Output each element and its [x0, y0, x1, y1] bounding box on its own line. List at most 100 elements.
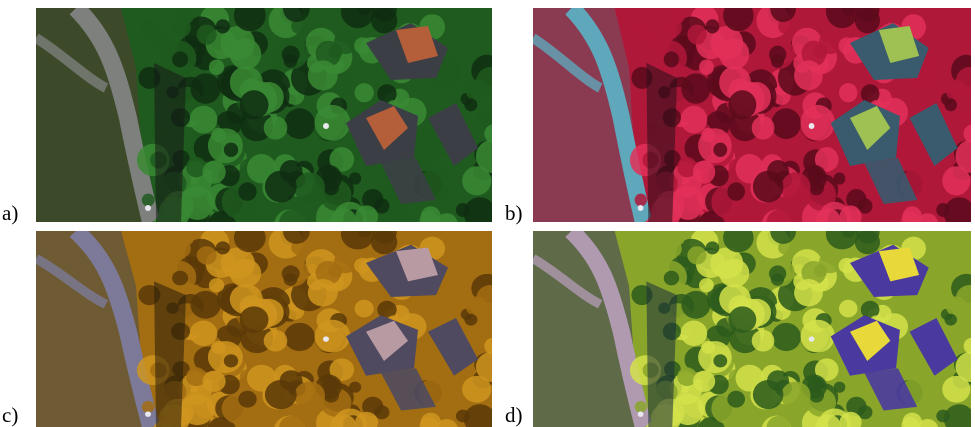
- tree-crown: [781, 381, 811, 410]
- tree-crown: [692, 370, 716, 392]
- vehicle: [323, 123, 329, 129]
- vehicle: [808, 336, 815, 342]
- tree-crown: [357, 231, 372, 238]
- tree-crown: [177, 231, 194, 246]
- tree-crown: [902, 206, 922, 222]
- tree-crown: [833, 381, 846, 393]
- tree-crown: [857, 405, 873, 420]
- tree-crown: [860, 84, 880, 104]
- panel-label-a: a): [2, 201, 19, 225]
- tree-crown: [663, 51, 680, 68]
- tree-crown: [944, 98, 957, 112]
- tree-crown: [462, 375, 492, 403]
- tree-crown: [264, 380, 297, 410]
- tree-crown: [699, 59, 714, 75]
- annex: [864, 368, 918, 411]
- tree-crown: [839, 205, 862, 222]
- tree-crown: [856, 8, 880, 22]
- tree-crown: [190, 73, 221, 104]
- tree-crown: [770, 231, 796, 244]
- tree-crown: [279, 209, 305, 222]
- tree-crown: [770, 54, 784, 68]
- tree-crown: [330, 208, 357, 222]
- aerial-image-panel-c: [36, 231, 492, 427]
- tree-crown: [719, 258, 750, 288]
- tree-crown: [751, 116, 775, 140]
- tree-crown: [641, 29, 662, 50]
- tree-crown: [723, 231, 754, 253]
- tree-crown: [238, 390, 257, 408]
- road-light: [637, 205, 644, 211]
- road-light: [145, 411, 151, 417]
- tree-crown: [465, 296, 488, 317]
- tree-crown: [264, 170, 297, 203]
- tree-crown: [814, 147, 839, 172]
- tree-crown: [641, 250, 662, 270]
- road: [565, 231, 652, 427]
- tree-crown: [771, 108, 801, 140]
- tree-crown: [215, 241, 230, 255]
- annex: [381, 158, 436, 204]
- aerial-image-d: [533, 231, 971, 427]
- tree-crown: [778, 18, 794, 34]
- tree-crown: [349, 381, 362, 393]
- tree-crown: [420, 206, 441, 222]
- tree-crown: [323, 179, 340, 196]
- tree-crown: [484, 124, 492, 143]
- tree-crown: [814, 358, 839, 381]
- road: [69, 231, 160, 427]
- tree-crown: [894, 342, 927, 373]
- tree-crown: [800, 319, 835, 353]
- tree-crown: [263, 329, 288, 352]
- tree-crown: [963, 337, 971, 355]
- tree-crown: [719, 38, 750, 70]
- tree-crown: [283, 8, 310, 22]
- tree-crown: [283, 54, 298, 68]
- tree-crown: [751, 329, 775, 352]
- tree-crown: [229, 38, 262, 70]
- tree-crown: [148, 250, 170, 270]
- tree-crown: [215, 19, 230, 34]
- tree-crown: [963, 124, 971, 143]
- tree-crown: [463, 404, 492, 427]
- tree-crown: [687, 24, 707, 45]
- aerial-image-a: [36, 8, 492, 222]
- tree-crown: [475, 139, 492, 173]
- tree-crown: [770, 8, 796, 22]
- road-light: [637, 411, 644, 417]
- tree-crown: [172, 270, 189, 286]
- tree-crown: [140, 241, 156, 255]
- tree-crown: [633, 241, 648, 255]
- tree-crown: [284, 108, 315, 140]
- tree-crown: [464, 98, 478, 112]
- tree-crown: [839, 299, 858, 318]
- tree-crown: [233, 8, 266, 32]
- tree-crown: [265, 354, 281, 369]
- tree-crown: [753, 143, 768, 158]
- tree-crown: [669, 8, 685, 25]
- tree-crown: [239, 306, 269, 333]
- tree-crown: [196, 246, 217, 265]
- tree-crown: [815, 414, 841, 427]
- tree-crown: [680, 320, 708, 346]
- tree-crown: [374, 405, 390, 420]
- garage: [428, 103, 478, 166]
- roof-south: [849, 106, 891, 150]
- tree-crown: [186, 367, 207, 387]
- garage: [909, 318, 958, 376]
- tree-crown: [705, 19, 720, 34]
- tree-crown: [294, 172, 325, 204]
- tree-crown: [476, 324, 492, 340]
- tree-crown: [813, 44, 828, 59]
- panel-label-b: b): [505, 201, 523, 225]
- aerial-image-b: [533, 8, 971, 222]
- tree-crown: [355, 205, 379, 222]
- tree-crown: [916, 418, 938, 427]
- tree-crown: [634, 193, 647, 207]
- tree-crown: [794, 60, 823, 91]
- tree-crown: [189, 320, 218, 346]
- tree-crown: [944, 313, 957, 326]
- garage: [428, 318, 478, 376]
- tree-crown: [669, 231, 685, 246]
- aerial-image-c: [36, 231, 492, 427]
